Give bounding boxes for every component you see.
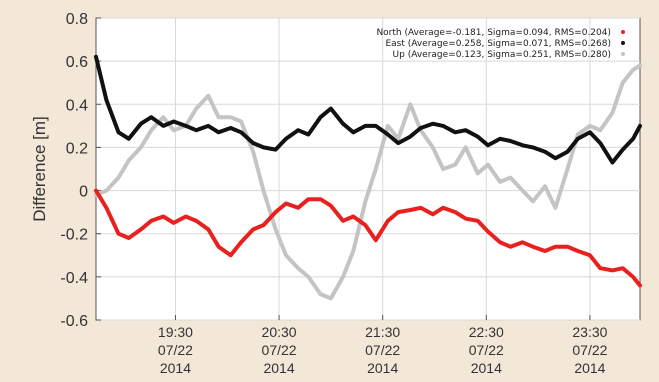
x-tick-date: 07/22: [365, 342, 400, 358]
x-tick-time: 20:30: [262, 324, 297, 340]
legend-label: North (Average=-0.181, Sigma=0.094, RMS=…: [376, 28, 611, 38]
x-tick-time: 23:30: [572, 324, 607, 340]
y-tick-label: 0.2: [66, 140, 88, 157]
x-tick-time: 19:30: [158, 324, 193, 340]
y-axis-label: Difference [m]: [30, 116, 49, 222]
legend-label: East (Average=0.258, Sigma=0.071, RMS=0.…: [385, 39, 611, 49]
x-tick-date: 07/22: [262, 342, 297, 358]
series-line-up: [94, 63, 642, 301]
x-tick-year: 2014: [574, 360, 605, 376]
y-tick-labels: 0.8 0.6 0.4 0.2 0 -0.2 -0.4 -0.6: [60, 11, 88, 330]
legend-marker: [621, 52, 625, 56]
legend-label: Up (Average=0.123, Sigma=0.251, RMS=0.28…: [393, 50, 611, 60]
x-tick-date: 07/22: [572, 342, 607, 358]
x-tick-time: 21:30: [365, 324, 400, 340]
y-tick-label: -0.2: [60, 227, 88, 244]
x-tick-year: 2014: [263, 360, 294, 376]
x-tick-date: 07/22: [158, 342, 193, 358]
plot-area: [95, 17, 641, 321]
x-tick-date: 07/22: [469, 342, 504, 358]
legend-marker: [621, 41, 625, 45]
x-tick-year: 2014: [160, 360, 191, 376]
series-line-north: [94, 188, 642, 288]
y-tick-label: 0.6: [66, 54, 88, 71]
series-line-east: [94, 54, 642, 165]
grid: [96, 17, 640, 321]
y-tick-label: -0.6: [60, 313, 88, 330]
y-tick-label: -0.4: [60, 270, 88, 287]
x-tick-labels: 19:30 07/22 2014 20:30 07/22 2014 21:30 07/22 20…: [158, 324, 608, 376]
legend: North (Average=-0.181, Sigma=0.094, RMS=…: [376, 28, 625, 60]
x-tick-year: 2014: [367, 360, 398, 376]
y-tick-label: 0: [79, 184, 88, 201]
x-tick-time: 22:30: [469, 324, 504, 340]
y-tick-label: 0.8: [66, 11, 88, 28]
series-layer: [94, 54, 642, 301]
x-tick-year: 2014: [471, 360, 502, 376]
y-tick-label: 0.4: [66, 97, 88, 114]
legend-marker: [621, 30, 625, 34]
